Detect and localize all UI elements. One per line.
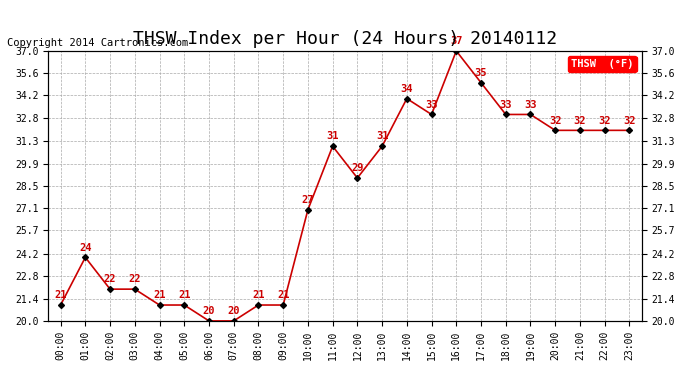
Text: 21: 21 (277, 290, 289, 300)
Title: THSW Index per Hour (24 Hours) 20140112: THSW Index per Hour (24 Hours) 20140112 (133, 30, 557, 48)
Text: 33: 33 (524, 100, 537, 110)
Text: 21: 21 (252, 290, 265, 300)
Text: 22: 22 (128, 274, 141, 284)
Text: 32: 32 (549, 116, 562, 126)
Text: 21: 21 (55, 290, 67, 300)
Text: 27: 27 (302, 195, 314, 205)
Text: 31: 31 (326, 132, 339, 141)
Text: 21: 21 (153, 290, 166, 300)
Text: 20: 20 (228, 306, 240, 316)
Text: 22: 22 (104, 274, 117, 284)
Text: 20: 20 (203, 306, 215, 316)
Text: 29: 29 (351, 163, 364, 173)
Text: 24: 24 (79, 243, 92, 253)
Text: 32: 32 (623, 116, 635, 126)
Text: 35: 35 (475, 68, 487, 78)
Text: 21: 21 (178, 290, 190, 300)
Text: 34: 34 (401, 84, 413, 94)
Text: 31: 31 (376, 132, 388, 141)
Text: 32: 32 (598, 116, 611, 126)
Text: 33: 33 (500, 100, 512, 110)
Text: 33: 33 (425, 100, 438, 110)
Text: 37: 37 (450, 36, 462, 46)
Text: 32: 32 (573, 116, 586, 126)
Legend: THSW  (°F): THSW (°F) (568, 56, 637, 72)
Text: Copyright 2014 Cartronics.com: Copyright 2014 Cartronics.com (7, 38, 188, 48)
